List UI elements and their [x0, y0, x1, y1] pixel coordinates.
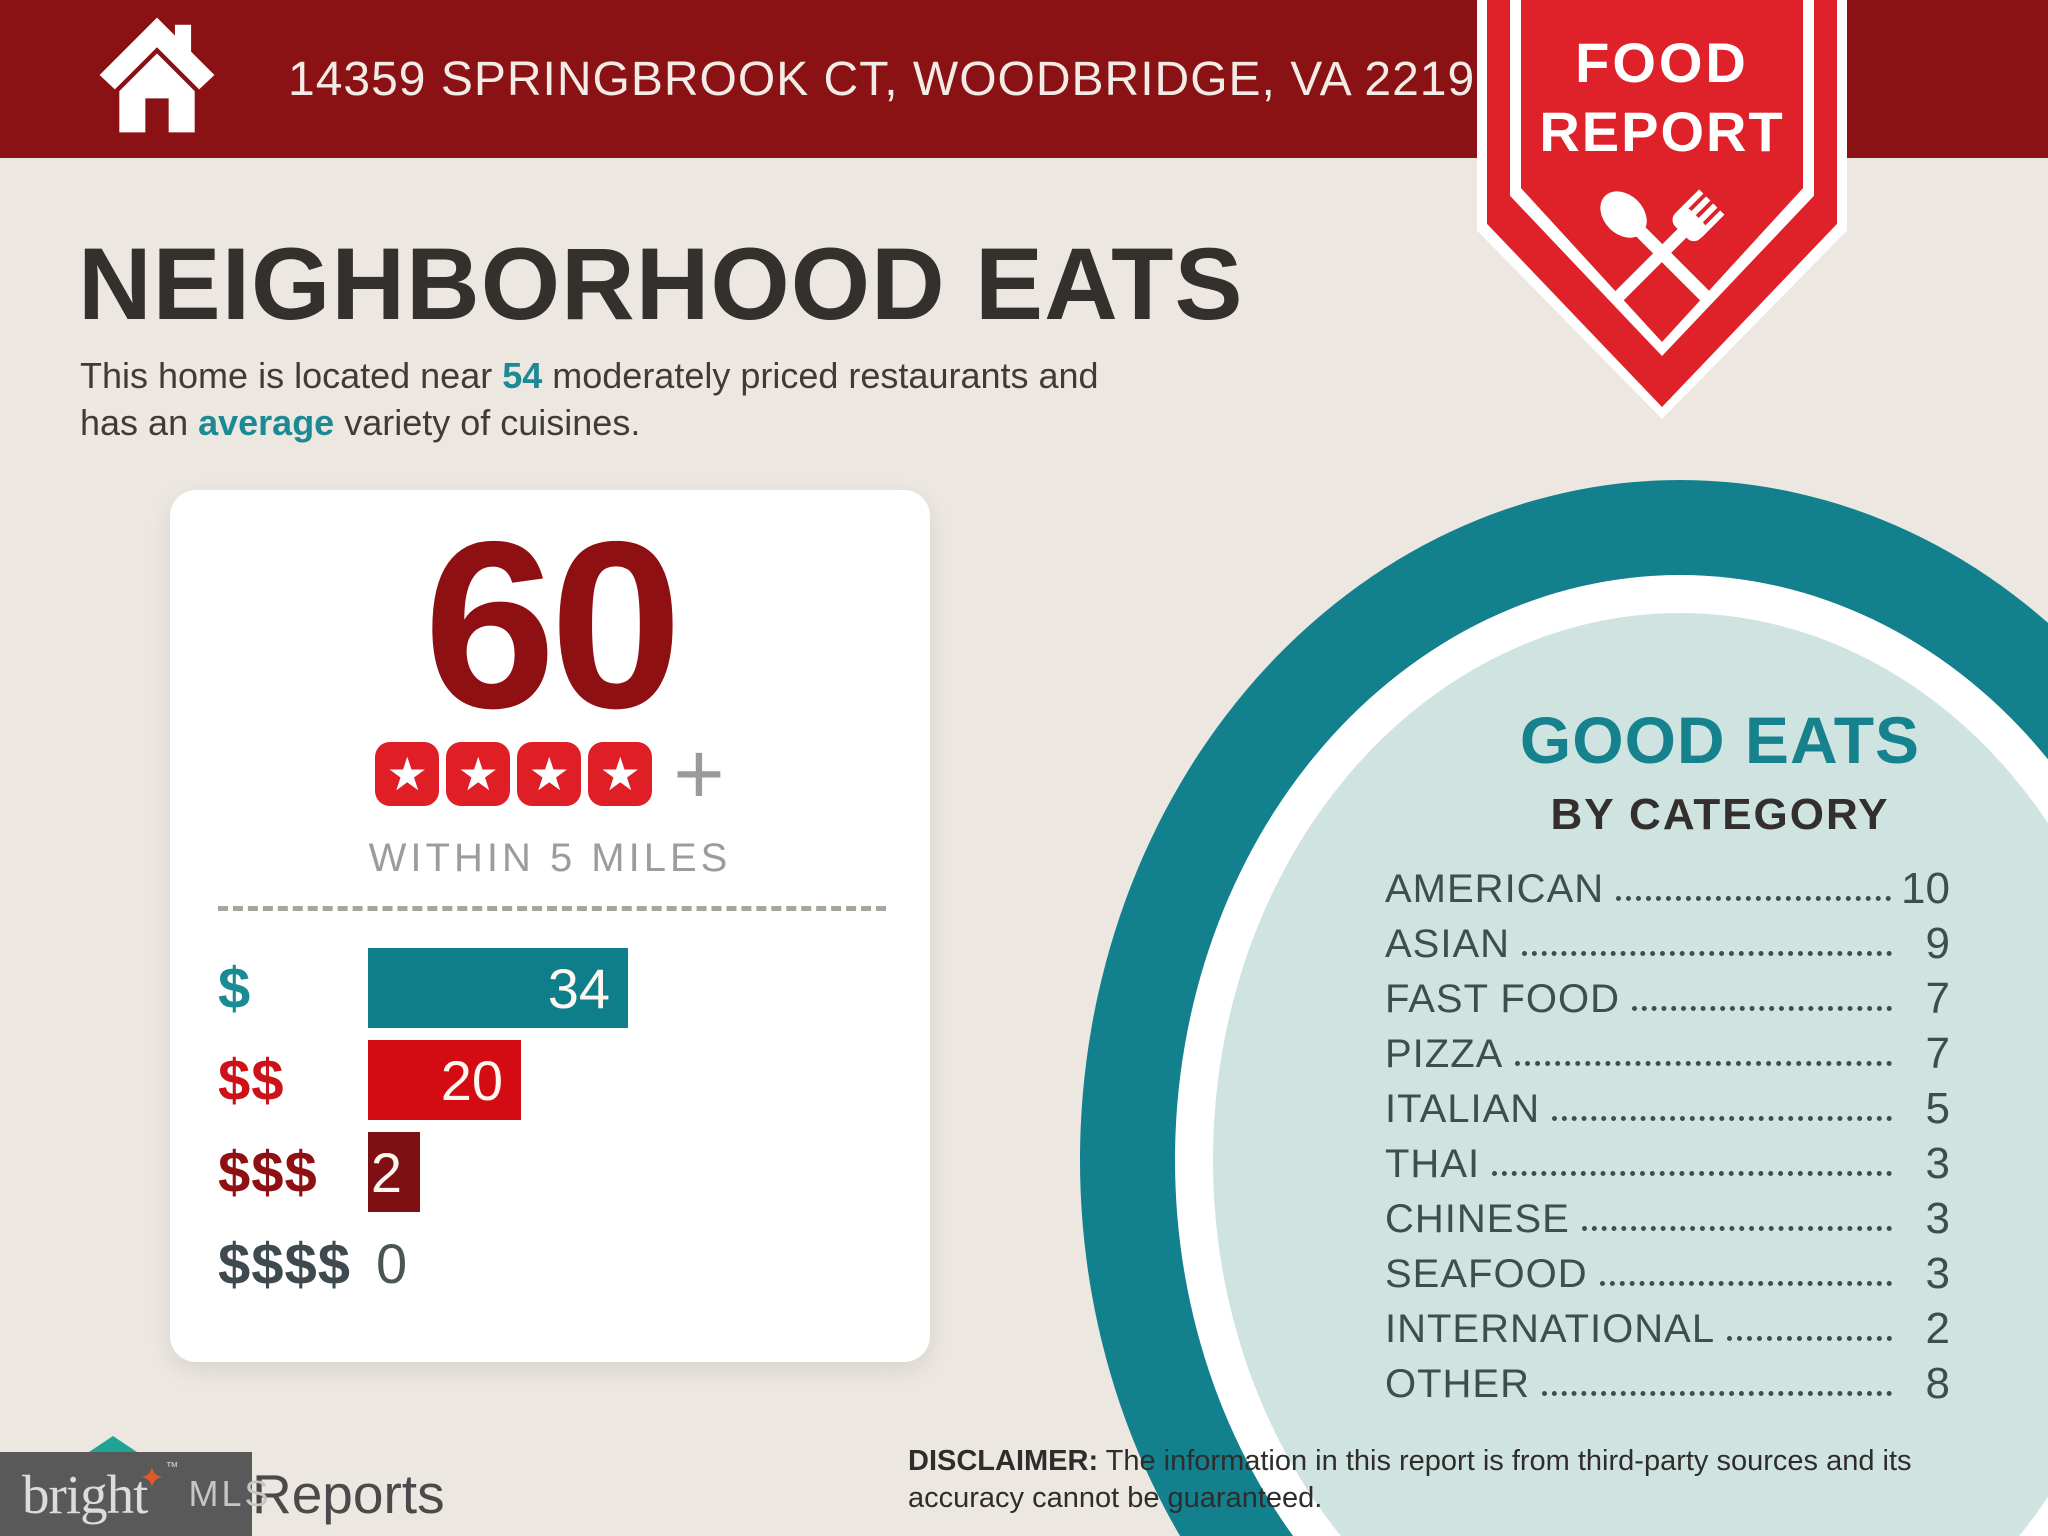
category-row: THAI 3 — [1385, 1133, 1950, 1188]
badge-title-line1: FOOD — [1575, 31, 1749, 94]
category-count: 9 — [1925, 919, 1950, 968]
price-level-label: $$$ — [218, 1139, 318, 1205]
sparkle-icon: ✦ — [139, 1461, 165, 1495]
bar-track: 20 — [368, 1040, 886, 1120]
bar-value: 0 — [376, 1232, 408, 1295]
restaurant-score: 60 — [423, 493, 683, 758]
category-count: 8 — [1925, 1359, 1950, 1408]
category-label: AMERICAN — [1385, 867, 1605, 911]
price-level-label: $$ — [218, 1047, 285, 1113]
good-eats-subtitle: BY CATEGORY — [1550, 790, 1890, 839]
category-row: OTHER 8 — [1385, 1353, 1950, 1408]
home-icon — [99, 17, 215, 133]
category-label: INTERNATIONAL — [1385, 1307, 1716, 1351]
disclaimer-label: DISCLAIMER: — [908, 1445, 1099, 1477]
star-icon: ★ — [517, 742, 582, 806]
category-row: ASIAN 9 — [1385, 913, 1950, 968]
dotted-leader — [1522, 951, 1892, 956]
dotted-leader — [1727, 1336, 1892, 1341]
bar-fill: 2 — [368, 1132, 420, 1212]
dotted-leader — [1616, 896, 1892, 901]
star-icon: ★ — [375, 742, 440, 806]
category-row: FAST FOOD 7 — [1385, 968, 1950, 1023]
mls-wordmark: MLS — [188, 1473, 272, 1514]
price-bar-row: $34 — [218, 942, 886, 1034]
good-eats-header: GOOD EATS BY CATEGORY — [1330, 702, 2048, 840]
category-count: 7 — [1925, 974, 1950, 1023]
intro-text: This home is located near 54 moderately … — [80, 352, 1099, 446]
category-count: 2 — [1925, 1304, 1950, 1353]
intro-part3: has an — [80, 402, 199, 443]
category-label: SEAFOOD — [1385, 1252, 1588, 1296]
dotted-leader — [1599, 1281, 1892, 1286]
bright-mls-logo: bright ✦ ™ MLS — [0, 1452, 269, 1536]
price-bar-row: $$$$ 0 — [218, 1218, 886, 1310]
category-label: THAI — [1385, 1142, 1481, 1186]
category-label: ASIAN — [1385, 922, 1511, 966]
bar-value: 2 — [370, 1140, 402, 1204]
bar-track: 2 — [368, 1132, 886, 1212]
price-bar-chart: $34 $$ 20 $$$ 2 $$$$ 0 — [218, 942, 886, 1310]
dotted-leader — [1631, 1006, 1892, 1011]
category-count: 10 — [1901, 864, 1950, 913]
category-label: ITALIAN — [1385, 1087, 1541, 1131]
restaurant-count: 54 — [502, 355, 543, 396]
intro-part2: moderately priced restaurants and — [542, 355, 1099, 396]
category-count: 3 — [1925, 1139, 1950, 1188]
reports-logo-text: Reports — [252, 1463, 445, 1525]
bright-wordmark: bright — [22, 1463, 148, 1525]
dotted-leader — [1492, 1171, 1892, 1176]
variety-highlight: average — [198, 402, 335, 443]
page-title: NEIGHBORHOOD EATS — [78, 227, 1244, 341]
food-report-badge: FOOD REPORT — [1477, 0, 1847, 419]
good-eats-title: GOOD EATS — [1519, 703, 1921, 777]
house-roof-icon — [86, 1436, 140, 1454]
bar-track: 34 — [368, 948, 886, 1028]
property-address: 14359 SPRINGBROOK CT, WOODBRIDGE, VA 221… — [288, 52, 1503, 106]
spoon-fork-icon — [1600, 189, 1725, 302]
dotted-leader — [1515, 1061, 1892, 1066]
price-bar-row: $$$ 2 — [218, 1126, 886, 1218]
category-row: SEAFOOD 3 — [1385, 1243, 1950, 1298]
trademark-symbol: ™ — [165, 1458, 179, 1474]
plus-icon: + — [673, 724, 725, 823]
badge-title-line2: REPORT — [1539, 100, 1785, 163]
dashed-divider — [218, 906, 886, 911]
category-row: PIZZA 7 — [1385, 1023, 1950, 1078]
category-row: ITALIAN 5 — [1385, 1078, 1950, 1133]
category-count: 5 — [1925, 1084, 1950, 1133]
radius-label: WITHIN 5 MILES — [368, 836, 732, 880]
category-count: 3 — [1925, 1249, 1950, 1298]
bar-track: 0 — [368, 1224, 886, 1304]
star-rating: ★ ★ ★ ★ + — [170, 724, 930, 823]
dotted-leader — [1552, 1116, 1892, 1121]
score-card: 60 ★ ★ ★ ★ + WITHIN 5 MILES $34 $$ 20 $$$ 2 $$$$ 0 — [170, 490, 930, 1362]
dotted-leader — [1581, 1226, 1892, 1231]
dotted-leader — [1542, 1391, 1892, 1396]
star-icon: ★ — [588, 742, 653, 806]
bar-fill: 34 — [368, 948, 628, 1028]
category-label: OTHER — [1385, 1362, 1530, 1406]
category-label: PIZZA — [1385, 1032, 1504, 1076]
bar-value: 20 — [440, 1048, 503, 1112]
category-list: AMERICAN 10 ASIAN 9 FAST FOOD 7 PIZZA 7 ITALIAN 5… — [1385, 858, 1950, 1408]
star-icon: ★ — [446, 742, 511, 806]
category-count: 3 — [1925, 1194, 1950, 1243]
bar-fill: 20 — [368, 1040, 521, 1120]
category-row: CHINESE 3 — [1385, 1188, 1950, 1243]
category-count: 7 — [1925, 1029, 1950, 1078]
category-label: CHINESE — [1385, 1197, 1570, 1241]
category-row: AMERICAN 10 — [1385, 858, 1950, 913]
intro-part1: This home is located near — [80, 355, 503, 396]
price-level-label: $$$$ — [218, 1231, 352, 1297]
intro-part4: variety of cuisines. — [334, 402, 641, 443]
price-bar-row: $$ 20 — [218, 1034, 886, 1126]
bar-value: 34 — [547, 956, 610, 1020]
category-row: INTERNATIONAL 2 — [1385, 1298, 1950, 1353]
category-label: FAST FOOD — [1385, 977, 1620, 1021]
disclaimer-text: DISCLAIMER: The information in this repo… — [908, 1445, 1912, 1514]
price-level-label: $ — [218, 955, 252, 1021]
